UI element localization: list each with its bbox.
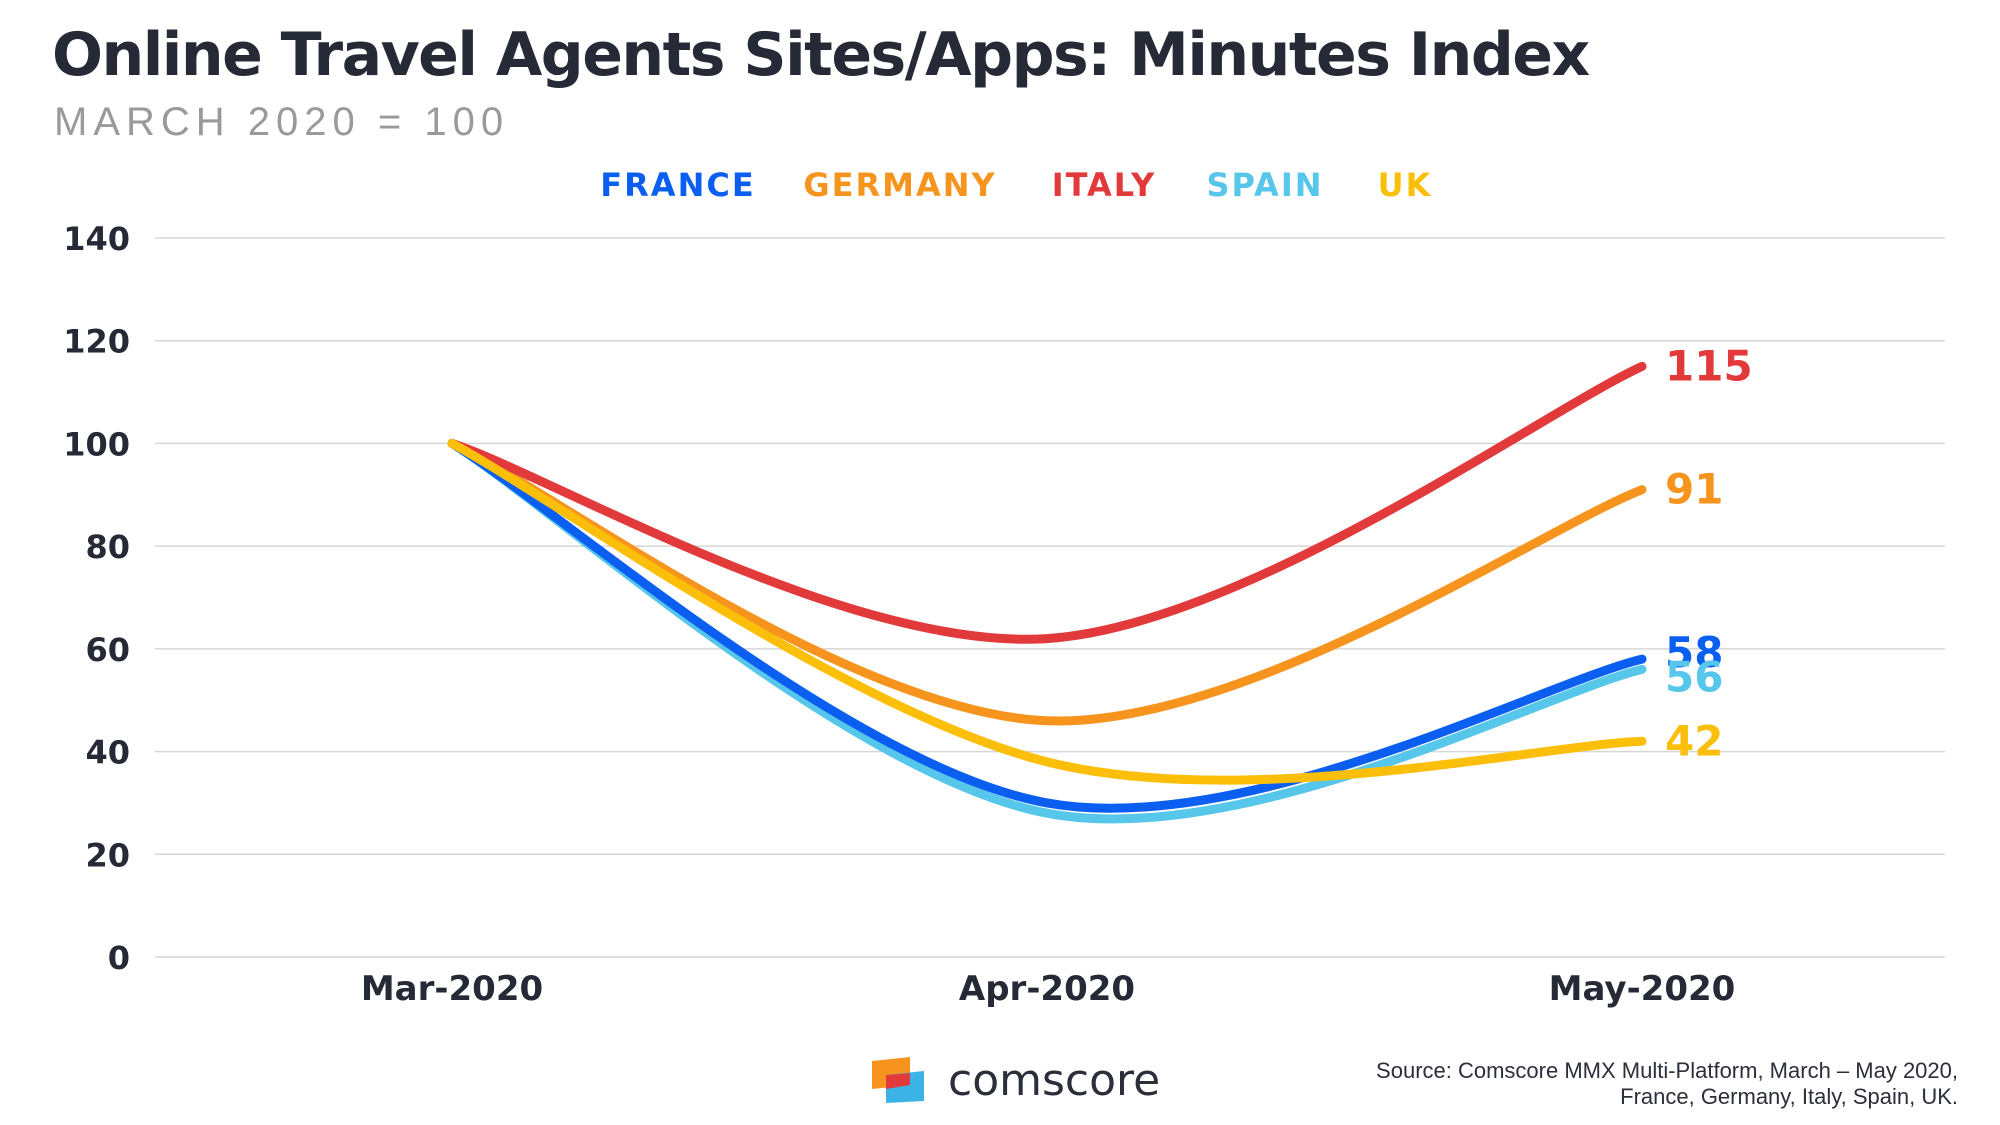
x-tick-label: Apr-2020: [959, 969, 1135, 1009]
y-tick-label: 20: [85, 836, 130, 874]
y-tick-label: 40: [85, 734, 130, 772]
end-value-labels: 58 91 115 56 42: [1665, 341, 1753, 765]
end-label-germany: 91: [1665, 465, 1723, 514]
x-tick-label: May-2020: [1549, 969, 1736, 1009]
chart-subtitle: MARCH 2020 = 100: [54, 100, 510, 144]
y-tick-label: 0: [108, 939, 130, 977]
end-label-france: 58: [1665, 628, 1723, 677]
legend-entry-spain: SPAIN: [1206, 166, 1323, 204]
y-axis-tick-labels: 0 20 40 60 80 100 120 140: [63, 220, 130, 977]
y-tick-label: 100: [63, 425, 130, 463]
series-line-italy: [447, 361, 1647, 644]
source-note: Source: Comscore MMX Multi-Platform, Mar…: [1376, 1058, 1958, 1110]
comscore-logo: comscore: [870, 1055, 1170, 1111]
comscore-wordmark: comscore: [948, 1055, 1161, 1106]
line-chart: 0 20 40 60 80 100 120 140 Mar-2020 Apr-2020 May-2…: [63, 166, 1945, 1009]
y-tick-label: 80: [85, 528, 130, 566]
source-line-2: France, Germany, Italy, Spain, UK.: [1620, 1084, 1958, 1109]
comscore-logo-mark-icon: [872, 1057, 924, 1103]
series-line-france: [447, 438, 1647, 813]
x-tick-label: Mar-2020: [361, 969, 543, 1009]
source-line-1: Source: Comscore MMX Multi-Platform, Mar…: [1376, 1058, 1958, 1083]
y-tick-label: 120: [63, 323, 130, 361]
end-label-spain: 56: [1665, 652, 1723, 701]
y-tick-label: 140: [63, 220, 130, 258]
series-line-uk: [447, 438, 1647, 785]
y-tick-label: 60: [85, 631, 130, 669]
legend-entry-uk: UK: [1378, 166, 1433, 204]
legend: FRANCE GERMANY ITALY SPAIN UK: [600, 166, 1433, 204]
legend-entry-italy: ITALY: [1052, 166, 1157, 204]
legend-entry-germany: GERMANY: [803, 166, 996, 204]
series-lines: [447, 361, 1647, 824]
x-axis-tick-labels: Mar-2020 Apr-2020 May-2020: [361, 969, 1735, 1009]
legend-entry-france: FRANCE: [600, 166, 755, 204]
chart-title: Online Travel Agents Sites/Apps: Minutes…: [52, 20, 1590, 90]
end-label-uk: 42: [1665, 716, 1723, 765]
end-label-italy: 115: [1665, 341, 1753, 390]
